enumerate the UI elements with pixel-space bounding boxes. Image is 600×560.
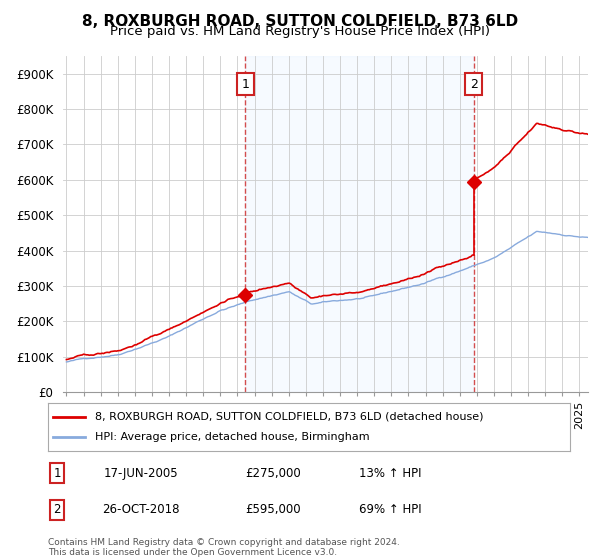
Text: 2: 2 [470,78,478,91]
Text: Price paid vs. HM Land Registry's House Price Index (HPI): Price paid vs. HM Land Registry's House … [110,25,490,38]
Text: 2: 2 [53,503,61,516]
Text: 8, ROXBURGH ROAD, SUTTON COLDFIELD, B73 6LD: 8, ROXBURGH ROAD, SUTTON COLDFIELD, B73 … [82,14,518,29]
Text: 8, ROXBURGH ROAD, SUTTON COLDFIELD, B73 6LD (detached house): 8, ROXBURGH ROAD, SUTTON COLDFIELD, B73 … [95,412,484,422]
Text: 1: 1 [241,78,249,91]
Text: £275,000: £275,000 [245,466,301,480]
Text: 69% ↑ HPI: 69% ↑ HPI [359,503,421,516]
Text: 17-JUN-2005: 17-JUN-2005 [104,466,178,480]
Text: 26-OCT-2018: 26-OCT-2018 [102,503,180,516]
Text: £595,000: £595,000 [245,503,301,516]
Bar [245,56,474,392]
Text: 1: 1 [53,466,61,480]
Text: HPI: Average price, detached house, Birmingham: HPI: Average price, detached house, Birm… [95,432,370,442]
Text: Contains HM Land Registry data © Crown copyright and database right 2024.
This d: Contains HM Land Registry data © Crown c… [48,538,400,557]
Text: 13% ↑ HPI: 13% ↑ HPI [359,466,421,480]
